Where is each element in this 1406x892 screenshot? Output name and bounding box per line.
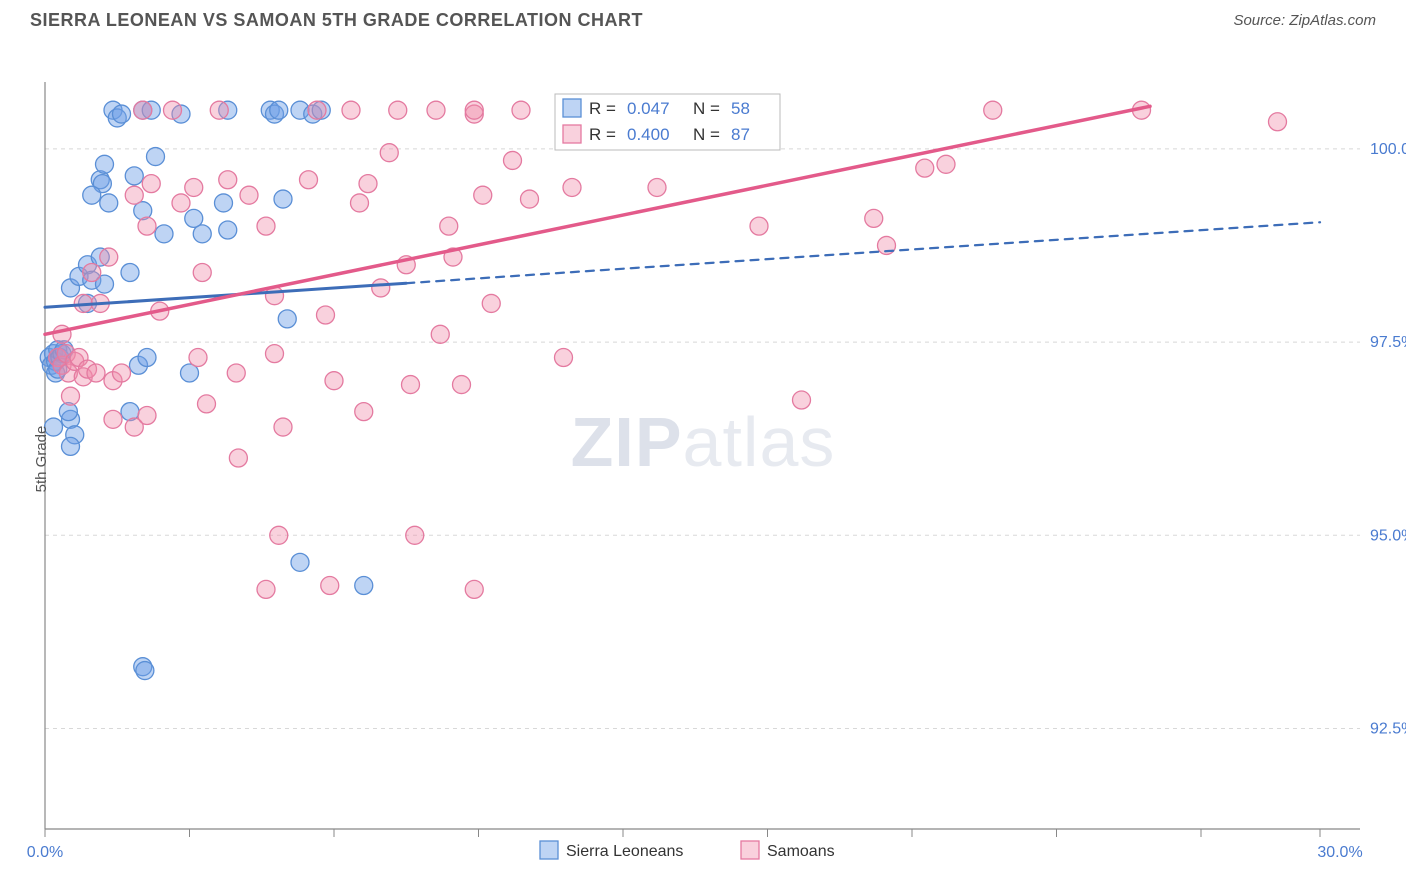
svg-text:Sierra Leoneans: Sierra Leoneans (566, 843, 683, 860)
svg-text:100.0%: 100.0% (1370, 141, 1406, 158)
svg-text:92.5%: 92.5% (1370, 721, 1406, 738)
svg-text:30.0%: 30.0% (1317, 844, 1362, 861)
svg-text:Samoans: Samoans (767, 843, 835, 860)
svg-text:95.0%: 95.0% (1370, 527, 1406, 544)
svg-text:N =: N = (693, 125, 720, 144)
chart-title: SIERRA LEONEAN VS SAMOAN 5TH GRADE CORRE… (30, 10, 643, 31)
chart-source: Source: ZipAtlas.com (1233, 12, 1376, 29)
y-axis-label: 5th Grade (33, 426, 50, 493)
svg-text:97.5%: 97.5% (1370, 334, 1406, 351)
svg-text:N =: N = (693, 99, 720, 118)
svg-text:R =: R = (589, 99, 616, 118)
svg-text:58: 58 (731, 99, 750, 118)
svg-text:0.047: 0.047 (627, 99, 670, 118)
svg-text:0.0%: 0.0% (27, 844, 63, 861)
svg-text:87: 87 (731, 125, 750, 144)
svg-text:R =: R = (589, 125, 616, 144)
scatter-chart: 92.5% 95.0% 97.5% 100.0% 0.0% 30.0% R = 0.047 N … (0, 39, 1406, 879)
chart-header: SIERRA LEONEAN VS SAMOAN 5TH GRADE CORRE… (0, 0, 1406, 39)
svg-text:0.400: 0.400 (627, 125, 670, 144)
chart-area: 5th Grade ZIPatlas 92.5%95.0%97.5%100.0%… (0, 39, 1406, 879)
